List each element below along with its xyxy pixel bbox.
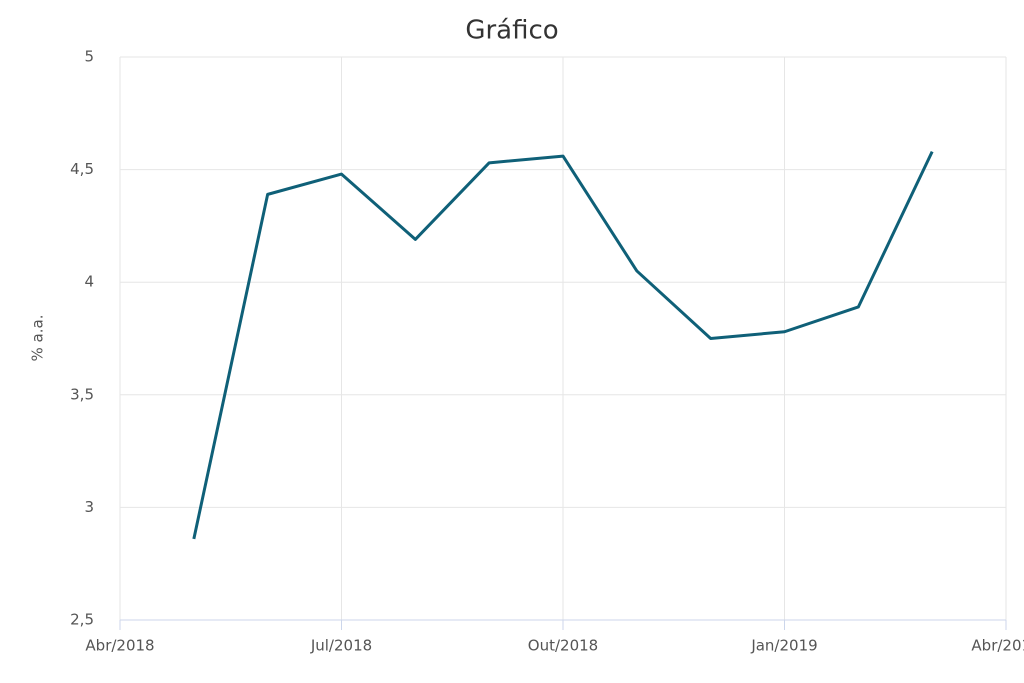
x-tick-label: Out/2018 [528,637,598,655]
x-tick-label: Abr/2019 [971,637,1024,655]
y-tick-label: 4,5 [70,160,94,178]
y-tick-label: 5 [84,48,94,66]
chart-title: Gráfico [465,16,558,46]
y-tick-label: 3,5 [70,385,94,403]
x-tick-label: Abr/2018 [85,637,154,655]
line-series [192,150,934,540]
x-tick-label: Jul/2018 [310,637,372,655]
y-axis-label: % a.a. [29,315,47,362]
y-tick-label: 2,5 [70,611,94,629]
y-tick-label: 4 [84,273,94,291]
x-tick-label: Jan/2019 [750,637,817,655]
y-tick-label: 3 [84,498,94,516]
